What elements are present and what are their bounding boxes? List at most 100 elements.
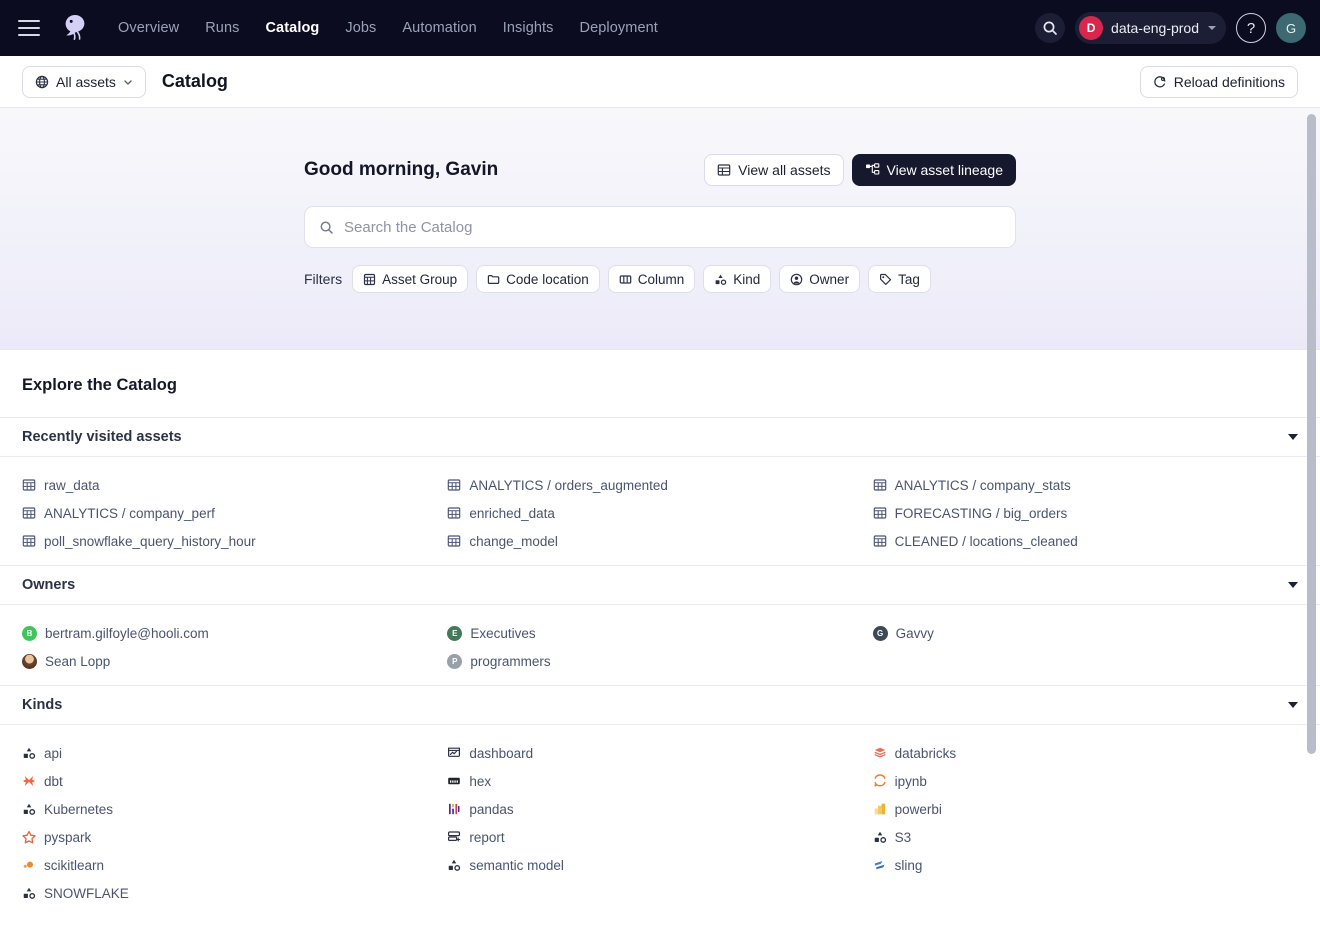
filter-tag[interactable]: Tag [868,265,931,293]
nav-link-overview[interactable]: Overview [118,20,180,36]
section-header-kinds[interactable]: Kinds [0,685,1320,725]
catalog-hero: Good morning, Gavin View all assets [0,108,1320,350]
catalog-scroll-area: Good morning, Gavin View all assets [0,108,1320,931]
nav-link-automation[interactable]: Automation [402,20,477,36]
kind-item[interactable]: SNOWFLAKE [22,879,447,907]
filter-asset-group-label: Asset Group [382,271,458,287]
dashboard-icon [447,746,461,760]
pyspark-star-icon [22,830,36,844]
kind-label: semantic model [469,857,564,873]
asset-link[interactable]: ANALYTICS / company_stats [873,471,1298,499]
asset-link[interactable]: FORECASTING / big_orders [873,499,1298,527]
kind-item[interactable]: Kubernetes [22,795,447,823]
deployment-selector[interactable]: D data-eng-prod [1075,12,1226,44]
kind-item[interactable]: pyspark [22,823,447,851]
table-icon [717,163,731,177]
kind-item[interactable]: dashboard [447,739,872,767]
kind-item[interactable]: pandas [447,795,872,823]
kind-item[interactable]: semantic model [447,851,872,879]
filter-column[interactable]: Column [607,265,696,293]
asset-table-icon [447,478,461,492]
pandas-icon [447,802,461,816]
filter-kind[interactable]: Kind [703,265,772,293]
kind-item[interactable]: powerbi [873,795,1298,823]
kind-label: dashboard [469,745,534,761]
section-header-owners[interactable]: Owners [0,565,1320,605]
kind-label: S3 [894,829,912,845]
owner-label: programmers [470,653,551,669]
asset-label: change_model [469,533,558,549]
kind-item[interactable]: databricks [873,739,1298,767]
kind-item[interactable]: scikitlearn [22,851,447,879]
recently-visited-assets-grid: raw_data ANALYTICS / orders_augmented AN… [0,457,1320,565]
nav-link-runs[interactable]: Runs [205,20,240,36]
owner-item-empty [873,647,1298,675]
page-sub-header: All assets Catalog Reload definitions [0,56,1320,108]
filter-row: Filters Asset Group Code location [304,265,1016,293]
kind-item[interactable]: api [22,739,447,767]
chevron-down-icon[interactable] [1288,702,1298,708]
search-icon[interactable] [1035,13,1066,43]
nav-link-insights[interactable]: Insights [502,20,554,36]
owner-item[interactable]: Sean Lopp [22,647,447,675]
kind-item[interactable]: S3 [873,823,1298,851]
asset-label: poll_snowflake_query_history_hour [44,533,256,549]
kind-item[interactable]: sling [873,851,1298,879]
asset-link[interactable]: CLEANED / locations_cleaned [873,527,1298,555]
kind-item[interactable]: ipynb [873,767,1298,795]
kind-item[interactable]: hex [447,767,872,795]
user-avatar[interactable]: G [1276,13,1306,43]
owner-item[interactable]: G Gavvy [872,619,1298,647]
page-title: Catalog [161,71,228,91]
section-title: Kinds [22,697,63,713]
all-assets-label: All assets [56,73,116,90]
filter-code-location[interactable]: Code location [476,265,600,293]
owner-item[interactable]: P programmers [447,647,872,675]
vertical-scrollbar[interactable] [1307,108,1316,931]
asset-link[interactable]: raw_data [22,471,447,499]
asset-link[interactable]: change_model [447,527,872,555]
reload-definitions-button[interactable]: Reload definitions [1139,65,1298,98]
asset-table-icon [873,506,887,520]
filter-column-label: Column [637,271,685,287]
owner-item[interactable]: E Executives [447,619,872,647]
asset-link[interactable]: enriched_data [447,499,872,527]
section-title: Owners [22,577,76,593]
chevron-down-icon [1208,26,1216,30]
generic-kind-icon [447,858,461,872]
generic-kind-icon [22,746,36,760]
chevron-down-icon[interactable] [1288,434,1298,440]
kind-label: hex [469,773,492,789]
dagster-logo-icon[interactable] [58,11,92,45]
nav-link-jobs[interactable]: Jobs [345,20,377,36]
all-assets-scope-button[interactable]: All assets [22,65,146,98]
scrollbar-thumb[interactable] [1307,114,1316,754]
view-all-assets-button[interactable]: View all assets [704,154,844,186]
kind-item-empty [447,879,872,907]
filter-asset-group[interactable]: Asset Group [352,265,469,293]
section-header-recently-visited[interactable]: Recently visited assets [0,417,1320,457]
asset-table-icon [22,506,36,520]
nav-link-deployment[interactable]: Deployment [579,20,658,36]
asset-link[interactable]: ANALYTICS / orders_augmented [447,471,872,499]
kind-item[interactable]: report [447,823,872,851]
tag-icon [879,273,892,286]
owner-label: Sean Lopp [45,653,111,669]
kind-item[interactable]: dbt [22,767,447,795]
asset-link[interactable]: ANALYTICS / company_perf [22,499,447,527]
search-input[interactable] [344,218,1001,236]
filter-kind-label: Kind [733,271,761,287]
view-asset-lineage-button[interactable]: View asset lineage [851,154,1016,186]
filter-owner[interactable]: Owner [779,265,861,293]
owner-item[interactable]: B bertram.gilfoyle@hooli.com [22,619,447,647]
asset-link[interactable]: poll_snowflake_query_history_hour [22,527,447,555]
owner-avatar: E [447,625,463,641]
globe-icon [35,75,49,89]
filter-owner-label: Owner [809,271,850,287]
nav-link-catalog[interactable]: Catalog [265,20,320,36]
help-icon[interactable]: ? [1236,13,1266,43]
catalog-search-box[interactable] [304,206,1016,248]
hamburger-menu-icon[interactable] [18,20,40,36]
chevron-down-icon[interactable] [1288,582,1298,588]
